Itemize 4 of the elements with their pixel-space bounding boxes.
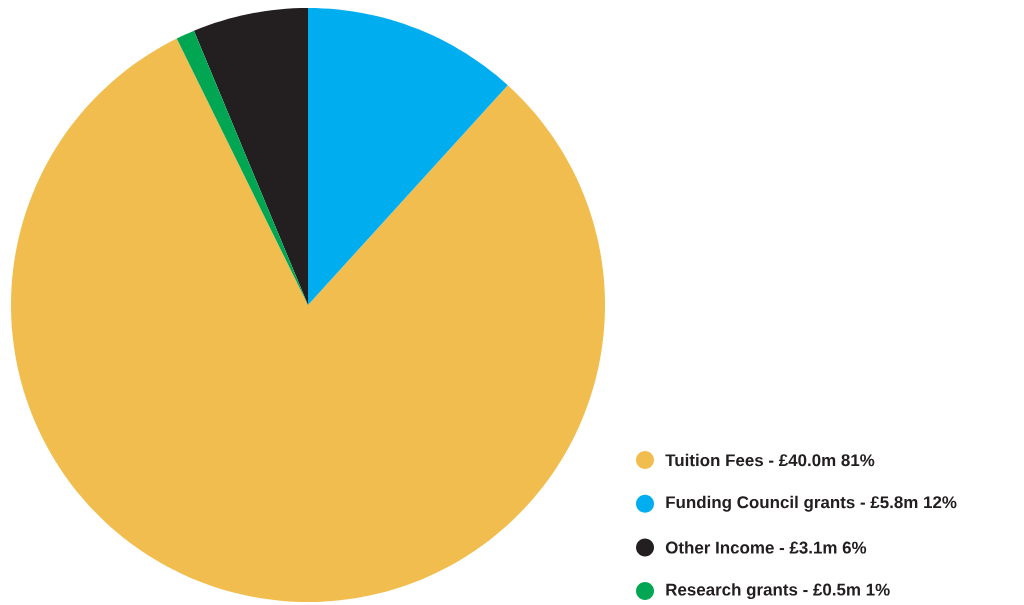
legend-label: Other Income - £3.1m 6% bbox=[665, 541, 867, 554]
legend-label: Research grants - £0.5m 1% bbox=[666, 583, 890, 600]
legend-label: Tuition Fees - £40.0m 81% bbox=[665, 453, 875, 467]
legend-label: Funding Council grants - £5.8m 12% bbox=[666, 495, 957, 512]
